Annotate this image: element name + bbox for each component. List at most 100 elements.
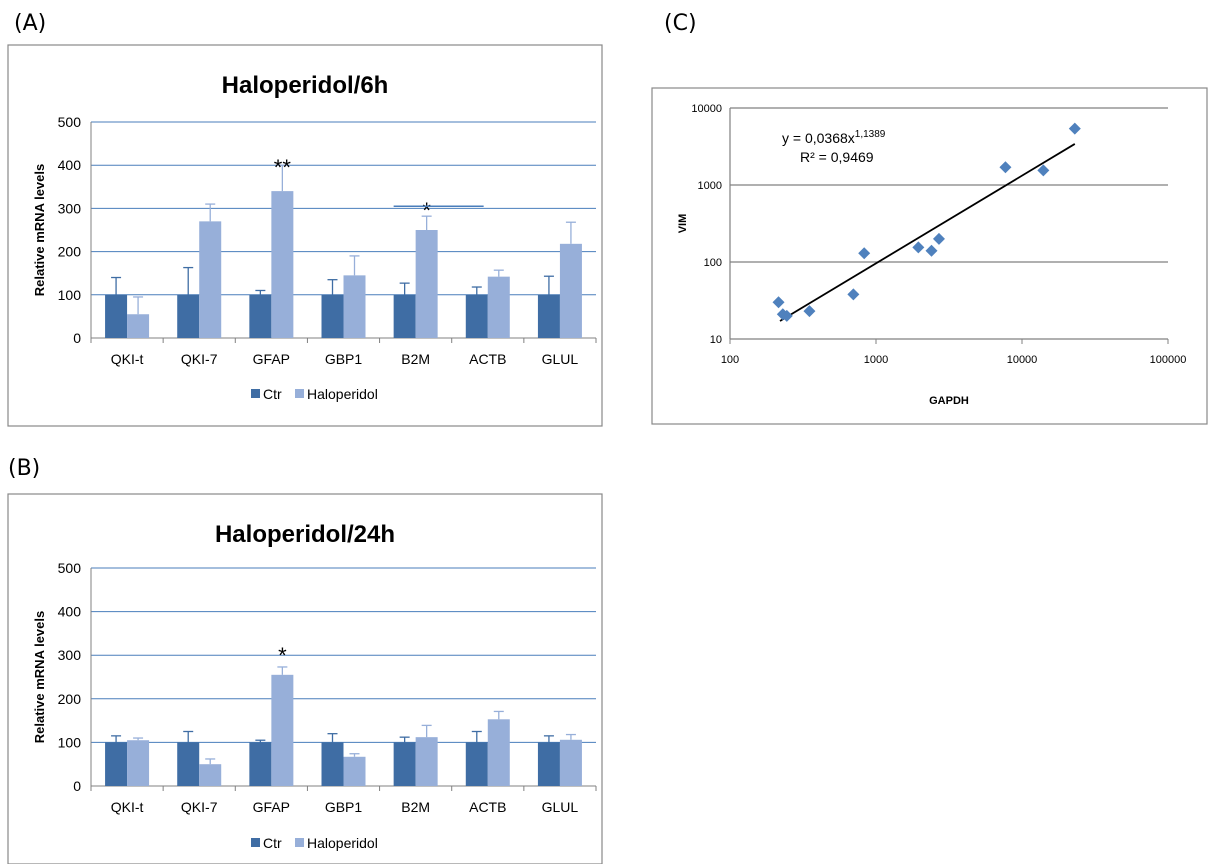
legend-label-haloperidol: Haloperidol bbox=[307, 835, 378, 851]
legend-label-ctr: Ctr bbox=[263, 835, 282, 851]
y-tick-label: 0 bbox=[73, 778, 81, 794]
x-tick-label: GBP1 bbox=[325, 351, 363, 367]
trendline-equation: y = 0,0368x1,1389 bbox=[782, 129, 886, 146]
bar-ctr bbox=[105, 294, 128, 338]
bar-haloperidol bbox=[559, 243, 582, 338]
panel-label-c: (C) bbox=[664, 11, 697, 36]
legend-swatch-haloperidol bbox=[295, 389, 304, 398]
bar-haloperidol bbox=[559, 739, 582, 786]
data-point bbox=[772, 296, 785, 309]
bar-haloperidol bbox=[199, 221, 222, 338]
chart-title: Haloperidol/6h bbox=[222, 72, 389, 99]
x-tick-label: GLUL bbox=[542, 351, 579, 367]
panel-label-b: (B) bbox=[8, 456, 41, 481]
r-squared: R² = 0,9469 bbox=[800, 149, 874, 165]
data-point bbox=[780, 309, 793, 322]
bar-haloperidol bbox=[415, 737, 438, 786]
y-axis-label: Relative mRNA levels bbox=[32, 611, 47, 743]
chart-title: Haloperidol/24h bbox=[215, 521, 395, 548]
x-tick-label: B2M bbox=[401, 799, 430, 815]
legend-swatch-ctr bbox=[251, 838, 260, 847]
x-tick-label: 1000 bbox=[864, 354, 888, 366]
y-tick-label: 100 bbox=[58, 287, 82, 303]
bar-ctr bbox=[105, 742, 128, 786]
legend-swatch-haloperidol bbox=[295, 838, 304, 847]
x-axis-label: GAPDH bbox=[929, 395, 969, 407]
bar-haloperidol bbox=[271, 674, 294, 786]
bar-haloperidol bbox=[127, 740, 150, 786]
x-tick-label: QKI-7 bbox=[181, 799, 218, 815]
x-tick-label: ACTB bbox=[469, 799, 506, 815]
x-tick-label: QKI-7 bbox=[181, 351, 218, 367]
bar-ctr bbox=[465, 742, 488, 786]
chart-frame bbox=[7, 493, 603, 864]
bar-haloperidol bbox=[271, 191, 294, 338]
y-tick-label: 300 bbox=[58, 200, 82, 216]
bar-haloperidol bbox=[127, 314, 150, 338]
x-tick-label: B2M bbox=[401, 351, 430, 367]
y-tick-label: 400 bbox=[58, 604, 82, 620]
legend-label-haloperidol: Haloperidol bbox=[307, 386, 378, 402]
x-tick-label: 100 bbox=[721, 354, 739, 366]
y-tick-label: 200 bbox=[58, 244, 82, 260]
data-point bbox=[912, 241, 925, 254]
x-tick-label: ACTB bbox=[469, 351, 506, 367]
legend-label-ctr: Ctr bbox=[263, 386, 282, 402]
bar-ctr bbox=[321, 742, 344, 786]
trendline bbox=[779, 143, 1076, 322]
bar-ctr bbox=[393, 294, 416, 338]
y-axis-label: Relative mRNA levels bbox=[32, 164, 47, 296]
x-tick-label: GBP1 bbox=[325, 799, 363, 815]
legend-swatch-ctr bbox=[251, 389, 260, 398]
bar-haloperidol bbox=[343, 275, 366, 338]
data-point bbox=[999, 161, 1012, 174]
data-point bbox=[858, 247, 871, 260]
bar-ctr bbox=[465, 294, 488, 338]
y-tick-label: 0 bbox=[73, 330, 81, 346]
bar-ctr bbox=[177, 294, 200, 338]
significance-marker: * bbox=[422, 198, 431, 223]
y-tick-label: 1000 bbox=[698, 180, 722, 192]
chart-frame bbox=[651, 87, 1208, 425]
y-tick-label: 400 bbox=[58, 157, 82, 173]
y-axis-label: VIM bbox=[677, 214, 689, 234]
data-point bbox=[932, 232, 945, 245]
bar-ctr bbox=[393, 742, 416, 786]
x-tick-label: GFAP bbox=[253, 351, 290, 367]
bar-ctr bbox=[537, 742, 560, 786]
bar-haloperidol bbox=[415, 230, 438, 338]
y-tick-label: 200 bbox=[58, 691, 82, 707]
data-point bbox=[925, 244, 938, 257]
bar-ctr bbox=[321, 294, 344, 338]
data-point bbox=[847, 288, 860, 301]
x-tick-label: 100000 bbox=[1150, 354, 1187, 366]
significance-marker: * bbox=[278, 643, 287, 668]
x-tick-label: QKI-t bbox=[111, 351, 144, 367]
significance-marker: ** bbox=[274, 155, 292, 180]
y-tick-label: 500 bbox=[58, 560, 82, 576]
y-tick-label: 100 bbox=[58, 734, 82, 750]
data-point bbox=[803, 305, 816, 318]
equation-exponent: 1,1389 bbox=[855, 129, 886, 140]
y-tick-label: 10000 bbox=[691, 103, 722, 115]
x-tick-label: GLUL bbox=[542, 799, 579, 815]
data-point bbox=[1037, 164, 1050, 177]
x-tick-label: GFAP bbox=[253, 799, 290, 815]
bar-ctr bbox=[177, 742, 200, 786]
x-tick-label: QKI-t bbox=[111, 799, 144, 815]
bar-haloperidol bbox=[343, 756, 366, 786]
y-tick-label: 300 bbox=[58, 647, 82, 663]
y-tick-label: 10 bbox=[710, 334, 722, 346]
bar-haloperidol bbox=[487, 276, 510, 338]
equation-base: y = 0,0368x bbox=[782, 130, 855, 146]
x-tick-label: 10000 bbox=[1007, 354, 1038, 366]
y-tick-label: 100 bbox=[704, 257, 722, 269]
bar-ctr bbox=[249, 742, 272, 786]
chart-frame bbox=[7, 44, 603, 427]
bar-ctr bbox=[249, 294, 272, 338]
bar-haloperidol bbox=[199, 764, 222, 786]
data-point bbox=[1068, 122, 1081, 135]
